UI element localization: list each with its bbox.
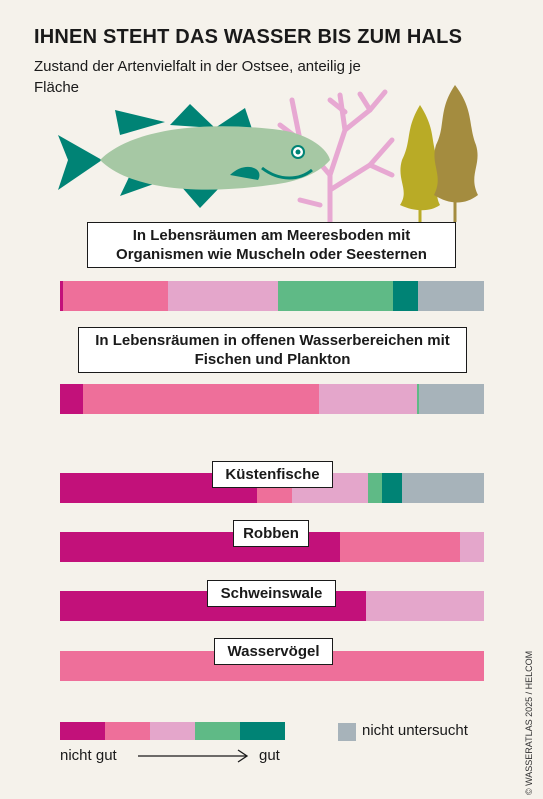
chart-title: IHNEN STEHT DAS WASSER BIS ZUM HALS [34,26,463,48]
category-label-waterbirds: Wasservögel [214,638,333,665]
legend-label-high: gut [259,747,280,764]
legend-swatch-category-1 [60,722,105,740]
chart-subtitle: Zustand der Artenvielfalt in der Ostsee,… [34,58,361,96]
bar-segment-category-2 [339,532,460,562]
legend-swatch-category-2 [105,722,150,740]
bar-segment-category-2 [62,281,169,311]
bar-segment-category-5 [393,281,419,311]
legend-swatch-category-3 [150,722,195,740]
category-label-porpoises: Schweinswale [207,580,336,607]
legend-swatch-not-studied [338,723,356,741]
legend-label-not-studied: nicht untersucht [362,722,468,739]
category-label-open-water: In Lebensräumen in offenen Wasserbereich… [78,327,467,373]
stacked-bar-open-water [60,384,484,414]
bar-segment-category-3 [319,384,417,414]
category-label-seals: Robben [233,520,309,547]
legend-arrow-icon [138,749,249,763]
bar-segment-category-1 [60,384,84,414]
bar-segment-category-4 [368,473,383,503]
legend-swatch-category-4 [195,722,240,740]
bar-segment-category-3 [366,591,484,621]
source-credit: © WASSERATLAS 2025 / HELCOM [524,650,534,795]
bar-segment-not-studied [402,473,484,503]
bar-segment-category-2 [83,384,320,414]
category-label-seabed: In Lebensräumen am Meeresboden mit Organ… [87,222,456,268]
bar-segment-category-4 [278,281,394,311]
legend-scale-swatches [60,722,285,740]
stacked-bar-seabed [60,281,484,311]
bar-segment-not-studied [418,384,484,414]
marine-life-illustration [58,85,478,225]
bar-segment-category-4 [416,384,419,414]
category-label-coastal-fish: Küstenfische [212,461,333,488]
bar-segment-category-3 [168,281,279,311]
bar-segment-category-1 [60,281,63,311]
legend-swatch-category-5 [240,722,285,740]
bar-segment-category-3 [459,532,484,562]
bar-segment-category-5 [382,473,403,503]
legend-label-low: nicht gut [60,747,117,764]
seaweed-icon [400,85,478,222]
fish-icon [58,104,330,208]
bar-segment-not-studied [418,281,484,311]
